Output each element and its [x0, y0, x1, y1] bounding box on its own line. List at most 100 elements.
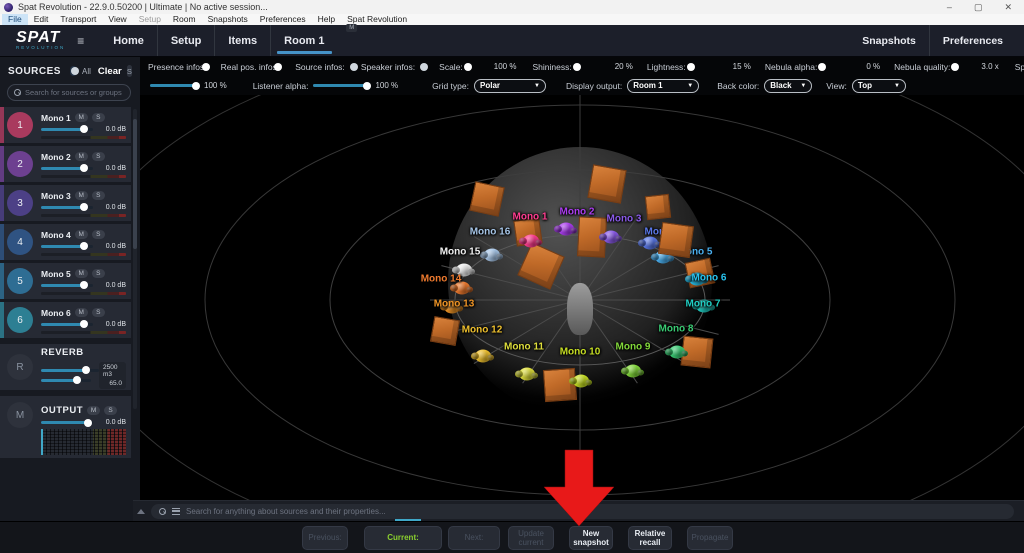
- output-section[interactable]: M OUTPUT M S 0.0 dB: [0, 396, 131, 458]
- source-row-mono-2[interactable]: 2 Mono 2 M S 0.0 dB: [0, 146, 131, 182]
- scene-source-mono-3[interactable]: [603, 230, 619, 244]
- scene-source-mono-16[interactable]: [484, 248, 500, 262]
- scene-source-mono-2[interactable]: [558, 222, 574, 236]
- hamburger-icon[interactable]: ≡: [77, 33, 85, 48]
- solo-button[interactable]: S: [91, 191, 105, 200]
- solo-global-button[interactable]: S: [126, 65, 132, 77]
- source-number-badge[interactable]: 3: [7, 190, 33, 216]
- mute-button[interactable]: M: [74, 191, 88, 200]
- solo-button[interactable]: S: [91, 113, 105, 122]
- mute-button[interactable]: M: [74, 152, 88, 161]
- menu-setup[interactable]: Setup: [138, 14, 161, 24]
- source-gain-slider[interactable]: [41, 164, 93, 172]
- solo-button[interactable]: S: [91, 308, 105, 317]
- source-number-badge[interactable]: 6: [7, 307, 33, 333]
- source-row-mono-5[interactable]: 5 Mono 5 M S 0.0 dB: [0, 263, 131, 299]
- scene-source-mono-6[interactable]: [689, 272, 705, 286]
- solo-button[interactable]: S: [104, 406, 118, 415]
- scene-source-mono-8[interactable]: [669, 345, 685, 359]
- sidebar-scrollbar[interactable]: [133, 109, 137, 409]
- output-badge[interactable]: M: [7, 402, 33, 428]
- menu-file[interactable]: File: [2, 14, 28, 25]
- menu-spat-revolution[interactable]: Spat Revolution: [347, 14, 408, 24]
- source-row-mono-1[interactable]: 1 Mono 1 M S 0.0 dB: [0, 107, 131, 143]
- source-number-badge[interactable]: 2: [7, 151, 33, 177]
- mute-button[interactable]: M: [87, 406, 101, 415]
- solo-button[interactable]: S: [91, 152, 105, 161]
- source-gain-slider[interactable]: [41, 281, 93, 289]
- menu-edit[interactable]: Edit: [33, 14, 49, 24]
- clear-button[interactable]: Clear: [97, 65, 122, 77]
- source-number-badge[interactable]: 5: [7, 268, 33, 294]
- mute-button[interactable]: M: [74, 230, 88, 239]
- next-snapshot-button[interactable]: Next:: [448, 526, 500, 550]
- scene-source-mono-14[interactable]: [454, 281, 470, 295]
- mute-button[interactable]: M: [74, 113, 88, 122]
- nav-snapshots[interactable]: Snapshots: [862, 34, 916, 47]
- scene-source-mono-7[interactable]: [696, 299, 712, 313]
- menu-transport[interactable]: Transport: [60, 14, 97, 24]
- speaker-cube[interactable]: [542, 367, 578, 403]
- minimize-icon[interactable]: –: [946, 2, 952, 12]
- display-output-dropdown[interactable]: Room 1 ▼: [627, 78, 700, 93]
- reverb-size-slider[interactable]: [41, 366, 99, 374]
- scene-source-mono-11[interactable]: [519, 367, 535, 381]
- scene-source-mono-4[interactable]: [642, 236, 658, 250]
- menu-preferences[interactable]: Preferences: [259, 14, 306, 24]
- tab-items[interactable]: Items: [214, 25, 270, 56]
- nav-preferences[interactable]: Preferences: [928, 25, 1016, 56]
- source-row-mono-6[interactable]: 6 Mono 6 M S 0.0 dB: [0, 302, 131, 338]
- speaker-cube[interactable]: [469, 181, 505, 217]
- global-search-input[interactable]: [186, 506, 1006, 516]
- room-3d-viewport[interactable]: Mono 1 Mono 2 Mono 3 Mono 4 Mono 5 Mono …: [140, 95, 1024, 500]
- tab-setup[interactable]: Setup: [156, 25, 215, 56]
- speaker-cube[interactable]: [587, 164, 627, 204]
- speaker-alpha-slider[interactable]: [150, 81, 200, 90]
- scene-source-mono-13[interactable]: [444, 300, 460, 314]
- filter-list-icon[interactable]: [172, 507, 180, 515]
- mute-button[interactable]: M: [74, 308, 88, 317]
- tab-room-1[interactable]: Room 1: [270, 25, 337, 56]
- source-gain-slider[interactable]: [41, 203, 93, 211]
- source-gain-slider[interactable]: [41, 242, 93, 250]
- menu-snapshots[interactable]: Snapshots: [207, 14, 248, 24]
- expand-up-icon[interactable]: [137, 508, 145, 514]
- current-snapshot-button[interactable]: Current:: [364, 526, 442, 550]
- reverb-section[interactable]: R REVERB 2500 m3 65.0: [0, 344, 131, 390]
- mute-button[interactable]: M: [74, 269, 88, 278]
- listener-alpha-slider[interactable]: [313, 81, 372, 90]
- maximize-icon[interactable]: ▢: [973, 2, 983, 12]
- sources-filter-toggle[interactable]: [69, 66, 79, 76]
- menu-view[interactable]: View: [108, 14, 127, 24]
- tab-home[interactable]: Home: [113, 34, 144, 47]
- view-dropdown[interactable]: Top ▼: [851, 78, 906, 93]
- new-snapshot-button[interactable]: New snapshot: [569, 526, 613, 550]
- global-search[interactable]: [151, 503, 1014, 519]
- reverb-badge[interactable]: R: [7, 354, 33, 380]
- sources-search-input[interactable]: [25, 88, 124, 97]
- panel-resize-handle[interactable]: [395, 519, 421, 521]
- propagate-button[interactable]: Propagate: [687, 526, 733, 550]
- source-gain-slider[interactable]: [41, 125, 93, 133]
- update-current-button[interactable]: Update current: [508, 526, 554, 550]
- source-number-badge[interactable]: 1: [7, 112, 33, 138]
- back-color-dropdown[interactable]: Black ▼: [764, 78, 813, 93]
- reverb-second-slider[interactable]: [41, 376, 91, 384]
- source-row-mono-3[interactable]: 3 Mono 3 M S 0.0 dB: [0, 185, 131, 221]
- menu-room[interactable]: Room: [172, 14, 196, 24]
- menu-help[interactable]: Help: [317, 14, 336, 24]
- scene-source-mono-9[interactable]: [625, 364, 641, 378]
- solo-button[interactable]: S: [91, 230, 105, 239]
- relative-recall-button[interactable]: Relative recall: [628, 526, 672, 550]
- scene-source-mono-10[interactable]: [573, 374, 589, 388]
- solo-button[interactable]: S: [91, 269, 105, 278]
- previous-snapshot-button[interactable]: Previous:: [302, 526, 348, 550]
- scene-source-mono-1[interactable]: [523, 234, 539, 248]
- scene-source-mono-15[interactable]: [456, 263, 472, 277]
- speaker-cube[interactable]: [657, 221, 695, 259]
- speaker-cube[interactable]: [429, 315, 461, 347]
- source-number-badge[interactable]: 4: [7, 229, 33, 255]
- grid-type-dropdown[interactable]: Polar ▼: [474, 78, 546, 93]
- speaker-cube[interactable]: [644, 193, 672, 221]
- output-gain-slider[interactable]: [41, 418, 93, 427]
